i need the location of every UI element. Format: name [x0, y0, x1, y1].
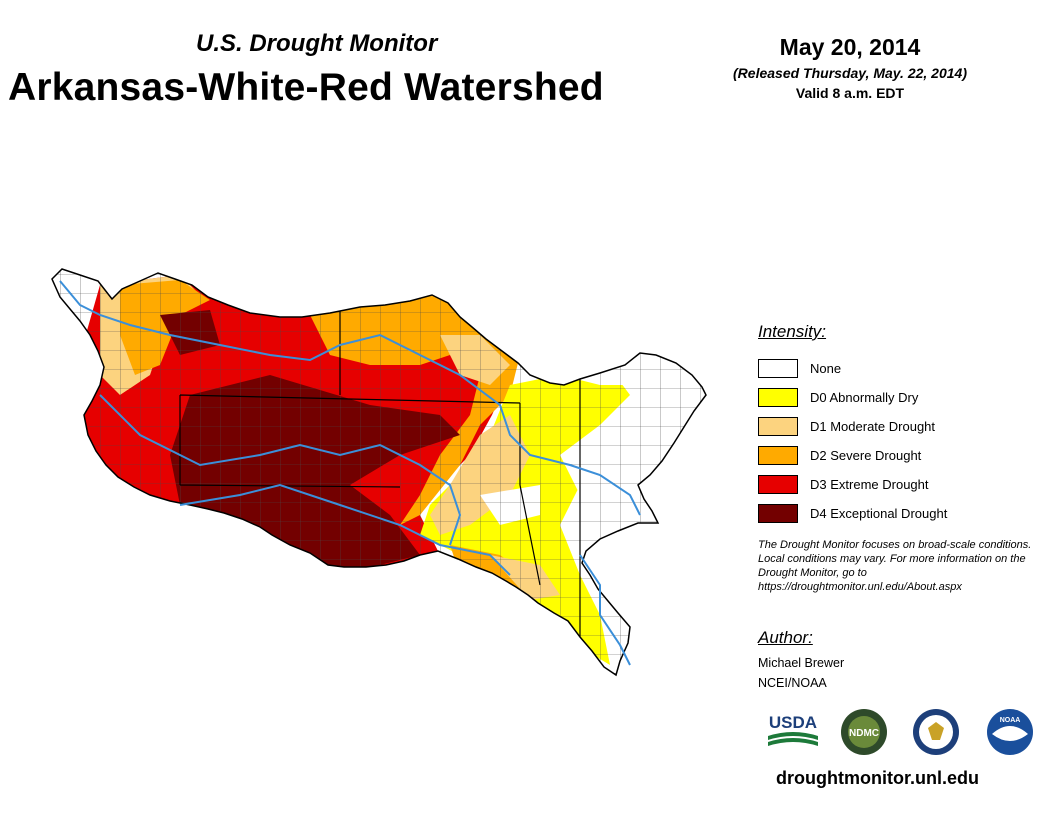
legend-swatch-d1 — [758, 417, 798, 436]
legend-label: D4 Exceptional Drought — [810, 506, 948, 521]
ndmc-logo-text: NDMC — [849, 728, 879, 739]
date-released: (Released Thursday, May. 22, 2014) — [733, 65, 967, 81]
ndmc-logo: NDMC — [841, 709, 887, 755]
legend-item-d1: D1 Moderate Drought — [758, 412, 1048, 441]
legend-title: Intensity: — [758, 322, 827, 341]
author-name: Michael Brewer — [758, 656, 845, 670]
legend-swatch-d0 — [758, 388, 798, 407]
date-valid: Valid 8 a.m. EDT — [795, 85, 905, 101]
usda-logo: USDA — [768, 713, 818, 746]
map-subtitle: U.S. Drought Monitor — [196, 30, 438, 57]
legend-label: D3 Extreme Drought — [810, 477, 929, 492]
legend-item-d0: D0 Abnormally Dry — [758, 383, 1048, 412]
date-block: May 20, 2014 (Released Thursday, May. 22… — [700, 34, 1000, 101]
logo-row: USDA NDMC NOAA — [766, 708, 1046, 758]
legend-item-d3: D3 Extreme Drought — [758, 470, 1048, 499]
noaa-logo: NOAA — [987, 709, 1033, 755]
drought-map — [51, 268, 707, 677]
legend-label: D1 Moderate Drought — [810, 419, 936, 434]
date-main: May 20, 2014 — [779, 34, 921, 60]
legend-item-d4: D4 Exceptional Drought — [758, 499, 1048, 528]
legend-label: D0 Abnormally Dry — [810, 390, 919, 405]
footer-url[interactable]: droughtmonitor.unl.edu — [776, 768, 979, 788]
commerce-logo — [913, 709, 959, 755]
legend-swatch-d3 — [758, 475, 798, 494]
legend-swatch-d4 — [758, 504, 798, 523]
legend-label: D2 Severe Drought — [810, 448, 922, 463]
legend-swatch-d2 — [758, 446, 798, 465]
author-title: Author: — [758, 628, 813, 647]
author-org: NCEI/NOAA — [758, 676, 827, 690]
legend-swatch-none — [758, 359, 798, 378]
usda-logo-text: USDA — [769, 713, 817, 732]
legend-item-none: None — [758, 354, 1048, 383]
legend-item-d2: D2 Severe Drought — [758, 441, 1048, 470]
legend: Intensity: None D0 Abnormally Dry D1 Mod… — [758, 322, 1048, 528]
legend-label: None — [810, 361, 842, 376]
noaa-logo-text: NOAA — [1000, 717, 1021, 724]
disclaimer-note: The Drought Monitor focuses on broad-sca… — [758, 539, 1032, 593]
map-title: Arkansas-White-Red Watershed — [8, 66, 604, 109]
